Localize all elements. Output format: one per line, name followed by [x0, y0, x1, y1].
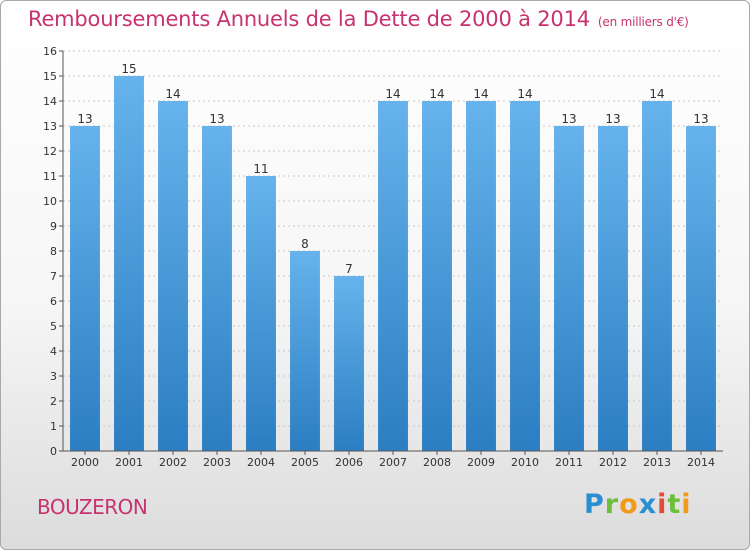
y-tick-label: 10 [43, 195, 57, 208]
chart-title: Remboursements Annuels de la Dette de 20… [28, 7, 689, 31]
data-label-2003: 13 [209, 112, 224, 126]
bar-2010 [510, 101, 540, 451]
data-label-2007: 14 [385, 87, 400, 101]
bar-2000 [70, 126, 100, 451]
x-tick-label-2000: 2000 [71, 456, 99, 469]
data-label-2001: 15 [121, 62, 136, 76]
bar-2005 [290, 251, 320, 451]
y-tick-label: 15 [43, 70, 57, 83]
chart-title-text: Remboursements Annuels de la Dette de 20… [28, 7, 590, 31]
data-label-2012: 13 [605, 112, 620, 126]
data-label-2004: 11 [253, 162, 268, 176]
bar-2012 [598, 126, 628, 451]
x-tick-label-2012: 2012 [599, 456, 627, 469]
data-label-2009: 14 [473, 87, 488, 101]
data-label-2014: 13 [693, 112, 708, 126]
data-label-2011: 13 [561, 112, 576, 126]
x-tick-label-2006: 2006 [335, 456, 363, 469]
y-tick-label: 8 [50, 245, 57, 258]
x-tick-label-2003: 2003 [203, 456, 231, 469]
x-tick-label-2009: 2009 [467, 456, 495, 469]
x-tick-label-2004: 2004 [247, 456, 275, 469]
y-tick-label: 16 [43, 45, 57, 58]
x-tick-label-2013: 2013 [643, 456, 671, 469]
y-tick-label: 13 [43, 120, 57, 133]
x-tick-label-2014: 2014 [687, 456, 715, 469]
y-tick-label: 0 [50, 445, 57, 458]
proxiti-logo: Proxiti [584, 489, 692, 520]
commune-name: BOUZERON [37, 495, 148, 519]
y-tick-label: 14 [43, 95, 57, 108]
x-tick-label-2001: 2001 [115, 456, 143, 469]
y-tick-label: 11 [43, 170, 57, 183]
data-labels: 13 15 14 13 11 8 7 14 14 14 14 13 13 14 13 [77, 62, 708, 276]
x-tick-label-2002: 2002 [159, 456, 187, 469]
y-tick-label: 12 [43, 145, 57, 158]
bar-2007 [378, 101, 408, 451]
bar-2008 [422, 101, 452, 451]
bar-2002 [158, 101, 188, 451]
data-label-2005: 8 [301, 237, 309, 251]
x-tick-label-2007: 2007 [379, 456, 407, 469]
x-tick-label-2005: 2005 [291, 456, 319, 469]
bar-2011 [554, 126, 584, 451]
data-label-2010: 14 [517, 87, 532, 101]
y-tick-label: 9 [50, 220, 57, 233]
chart-unit: (en milliers d'€) [597, 15, 689, 29]
y-tick-label: 1 [50, 420, 57, 433]
x-tick-label-2011: 2011 [555, 456, 583, 469]
bar-2014 [686, 126, 716, 451]
data-label-2000: 13 [77, 112, 92, 126]
y-tick-label: 7 [50, 270, 57, 283]
bar-2001 [114, 76, 144, 451]
data-label-2002: 14 [165, 87, 180, 101]
bar-2009 [466, 101, 496, 451]
data-label-2013: 14 [649, 87, 664, 101]
bar-2006 [334, 276, 364, 451]
y-tick-label: 2 [50, 395, 57, 408]
y-tick-label: 4 [50, 345, 57, 358]
x-tick-label-2008: 2008 [423, 456, 451, 469]
x-tick-label-2010: 2010 [511, 456, 539, 469]
y-tick-label: 6 [50, 295, 57, 308]
bars [70, 76, 716, 451]
bar-2013 [642, 101, 672, 451]
y-tick-label: 5 [50, 320, 57, 333]
bar-2003 [202, 126, 232, 451]
y-tick-label: 3 [50, 370, 57, 383]
data-label-2008: 14 [429, 87, 444, 101]
data-label-2006: 7 [345, 262, 353, 276]
bar-2004 [246, 176, 276, 451]
